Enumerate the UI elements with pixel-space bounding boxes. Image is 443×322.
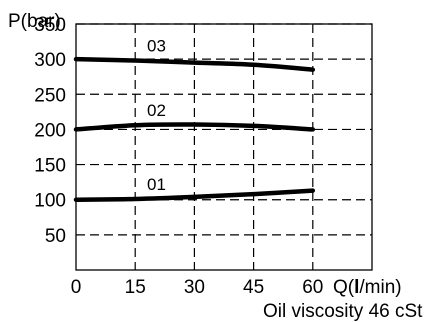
series-line-03: [73, 56, 316, 72]
y-tick-label: 100: [34, 191, 66, 212]
y-tick-label: 150: [34, 156, 66, 177]
series-label-01: 01: [147, 175, 166, 194]
viscosity-note: Oil viscosity 46 cSt: [263, 301, 423, 322]
y-tick-label: 50: [45, 226, 66, 247]
plot-frame: [75, 23, 373, 271]
x-tick-label: 0: [71, 277, 82, 298]
y-tick-label: 300: [34, 50, 66, 71]
series-group: 01 02 03: [73, 37, 316, 202]
x-tick-label: 45: [243, 277, 264, 298]
y-tick-labels: 50 100 150 200 250 300 350: [34, 15, 66, 247]
x-tick-label: 15: [125, 277, 146, 298]
series-line-02: [73, 122, 316, 132]
y-tick-label: 350: [34, 15, 66, 36]
series-label-02: 02: [147, 101, 166, 120]
y-axis-label: P(bar): [8, 11, 61, 32]
series-label-03: 03: [147, 37, 166, 56]
y-tick-label: 250: [34, 85, 66, 106]
x-tick-label: 30: [184, 277, 205, 298]
x-tick-label: 60: [302, 277, 323, 298]
series-line-01: [73, 188, 316, 202]
x-tick-labels: 0 15 30 45 60: [71, 277, 324, 298]
x-axis-label: Q(l/min): [333, 277, 402, 298]
y-tick-label: 200: [34, 120, 66, 141]
